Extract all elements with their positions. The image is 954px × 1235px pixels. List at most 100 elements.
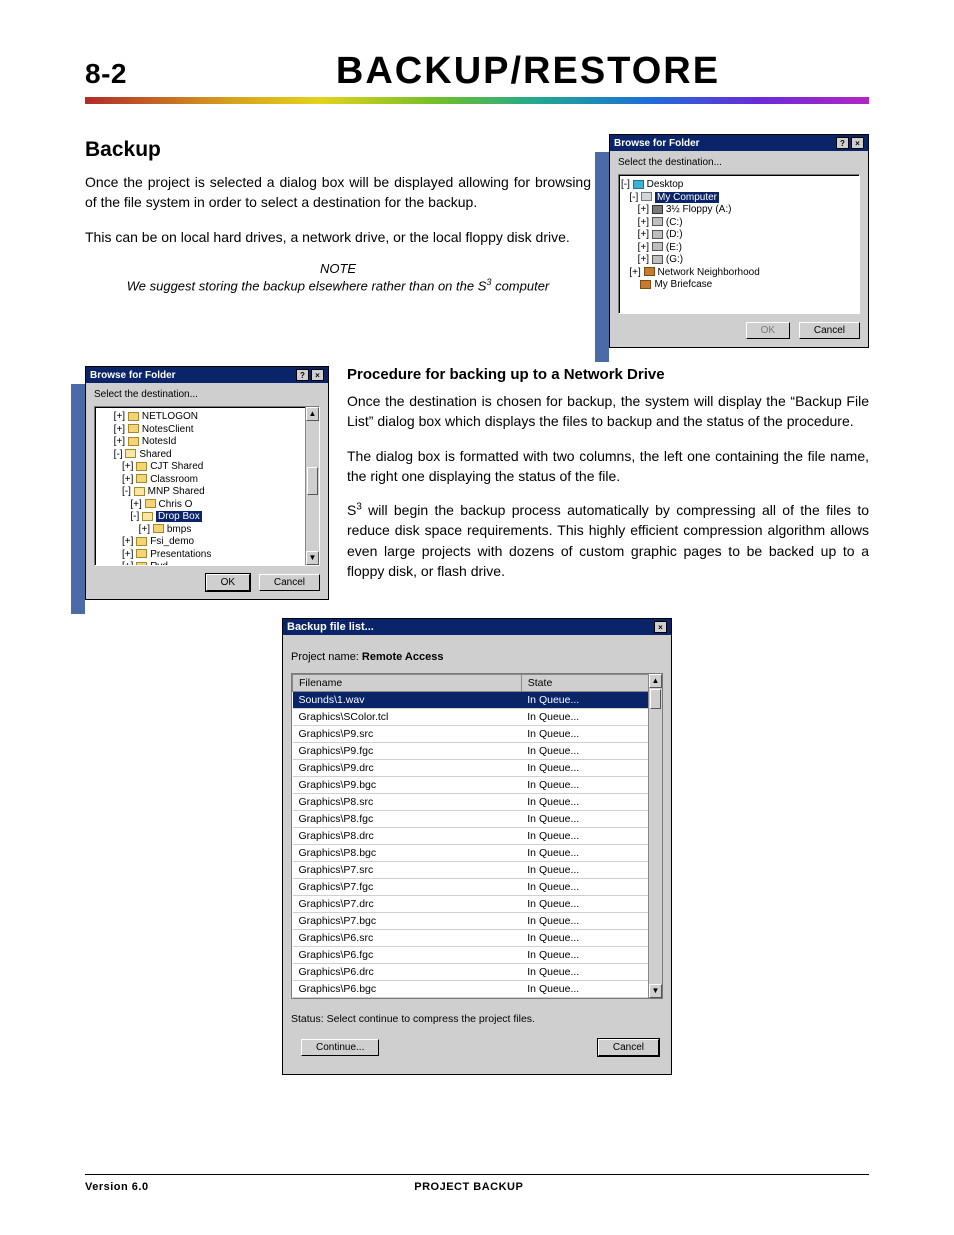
table-row[interactable]: Graphics\P6.srcIn Queue... (293, 930, 662, 947)
table-row[interactable]: Sounds\1.wavIn Queue... (293, 692, 662, 709)
decorative-blue-strip (71, 384, 85, 614)
table-row[interactable]: Graphics\P6.fgcIn Queue... (293, 947, 662, 964)
tree-item[interactable]: [+] NETLOGON (97, 411, 317, 424)
table-row[interactable]: Graphics\P9.drcIn Queue... (293, 760, 662, 777)
tree-item[interactable]: [-] Shared (97, 449, 317, 462)
drive-icon (652, 230, 663, 239)
cell-state: In Queue... (521, 811, 661, 828)
table-row[interactable]: Graphics\P6.drcIn Queue... (293, 964, 662, 981)
close-icon[interactable]: × (311, 369, 324, 381)
close-icon[interactable]: × (654, 621, 667, 633)
ok-button[interactable]: OK (206, 574, 250, 591)
cell-filename: Graphics\P8.bgc (293, 845, 522, 862)
folder-o-icon (125, 449, 136, 458)
tree-item[interactable]: [-] My Computer (621, 192, 857, 205)
dialog1-subtitle: Select the destination... (618, 157, 860, 168)
cancel-button[interactable]: Cancel (259, 574, 320, 591)
table-row[interactable]: Graphics\P8.drcIn Queue... (293, 828, 662, 845)
help-icon[interactable]: ? (836, 137, 849, 149)
dialog2-tree[interactable]: [+] NETLOGON [+] NotesClient [+] NotesId… (94, 406, 320, 566)
table-row[interactable]: Graphics\P8.srcIn Queue... (293, 794, 662, 811)
scrollbar[interactable]: ▲ ▼ (305, 407, 319, 565)
tree-item[interactable]: My Briefcase (621, 279, 857, 292)
cell-state: In Queue... (521, 743, 661, 760)
tree-item[interactable]: [+] Network Neighborhood (621, 267, 857, 280)
folder-c-icon (128, 424, 139, 433)
scrollbar[interactable]: ▲ ▼ (648, 674, 662, 998)
scroll-up-icon[interactable]: ▲ (306, 407, 319, 421)
table-row[interactable]: Graphics\P9.srcIn Queue... (293, 726, 662, 743)
cell-filename: Graphics\P6.drc (293, 964, 522, 981)
table-row[interactable]: Graphics\P9.fgcIn Queue... (293, 743, 662, 760)
continue-button[interactable]: Continue... (301, 1039, 379, 1056)
scroll-down-icon[interactable]: ▼ (306, 551, 319, 565)
cell-filename: Graphics\P8.src (293, 794, 522, 811)
folder-o-icon (142, 512, 153, 521)
footer-title: PROJECT BACKUP (149, 1181, 789, 1193)
tree-item[interactable]: [+] Chris O (97, 499, 317, 512)
cancel-button[interactable]: Cancel (598, 1039, 659, 1056)
tree-item[interactable]: [+] (C:) (621, 217, 857, 230)
dialog2-titlebar[interactable]: Browse for Folder ? × (86, 367, 328, 383)
close-icon[interactable]: × (851, 137, 864, 149)
page-number: 8-2 (85, 58, 127, 90)
scroll-thumb[interactable] (650, 689, 661, 709)
tree-item[interactable]: [-] MNP Shared (97, 486, 317, 499)
table-row[interactable]: Graphics\P7.srcIn Queue... (293, 862, 662, 879)
bfl-status: Status: Select continue to compress the … (291, 1013, 663, 1025)
ok-button[interactable]: OK (746, 322, 790, 339)
procedure-p2: The dialog box is formatted with two col… (347, 446, 869, 487)
dialog2-subtitle: Select the destination... (94, 389, 320, 400)
tree-item[interactable]: [+] (G:) (621, 254, 857, 267)
procedure-p1: Once the destination is chosen for backu… (347, 391, 869, 432)
scroll-down-icon[interactable]: ▼ (649, 984, 662, 998)
table-row[interactable]: Graphics\P8.bgcIn Queue... (293, 845, 662, 862)
tree-item[interactable]: [+] (D:) (621, 229, 857, 242)
cell-state: In Queue... (521, 930, 661, 947)
table-row[interactable]: Graphics\P6.bgcIn Queue... (293, 981, 662, 998)
bfl-project-line: Project name: Remote Access (291, 651, 663, 663)
cell-state: In Queue... (521, 777, 661, 794)
tree-item[interactable]: [+] Rvd (97, 561, 317, 566)
dialog1-titlebar[interactable]: Browse for Folder ? × (610, 135, 868, 151)
cell-filename: Graphics\P7.fgc (293, 879, 522, 896)
bfl-titlebar[interactable]: Backup file list... × (283, 619, 671, 635)
table-row[interactable]: Graphics\P9.bgcIn Queue... (293, 777, 662, 794)
tree-item[interactable]: [+] NotesId (97, 436, 317, 449)
col-state[interactable]: State (521, 675, 661, 692)
procedure-p3: S3 will begin the backup process automat… (347, 500, 869, 581)
cell-state: In Queue... (521, 760, 661, 777)
table-row[interactable]: Graphics\P8.fgcIn Queue... (293, 811, 662, 828)
table-row[interactable]: Graphics\SColor.tclIn Queue... (293, 709, 662, 726)
help-icon[interactable]: ? (296, 369, 309, 381)
floppy-icon (652, 205, 663, 214)
drive-icon (652, 255, 663, 264)
tree-item[interactable]: [+] NotesClient (97, 424, 317, 437)
browse-dialog-1: Browse for Folder ? × Select the destina… (609, 134, 869, 348)
tree-item[interactable]: [+] 3½ Floppy (A:) (621, 204, 857, 217)
tree-item[interactable]: [+] Presentations (97, 549, 317, 562)
table-row[interactable]: Graphics\P7.drcIn Queue... (293, 896, 662, 913)
dialog1-tree[interactable]: [-] Desktop [-] My Computer [+] 3½ Flopp… (618, 174, 860, 314)
tree-item[interactable]: [-] Drop Box (97, 511, 317, 524)
table-row[interactable]: Graphics\P7.bgcIn Queue... (293, 913, 662, 930)
tree-item[interactable]: [-] Desktop (621, 179, 857, 192)
table-row[interactable]: Graphics\P7.fgcIn Queue... (293, 879, 662, 896)
cell-state: In Queue... (521, 947, 661, 964)
drive-icon (652, 217, 663, 226)
tree-item[interactable]: [+] (E:) (621, 242, 857, 255)
bfl-title: Backup file list... (287, 621, 374, 633)
scroll-thumb[interactable] (307, 467, 318, 495)
tree-item[interactable]: [+] bmps (97, 524, 317, 537)
dialog2-title: Browse for Folder (90, 370, 176, 381)
backup-p2: This can be on local hard drives, a netw… (85, 227, 591, 247)
tree-item[interactable]: [+] Classroom (97, 474, 317, 487)
tree-item[interactable]: [+] Fsi_demo (97, 536, 317, 549)
backup-p1: Once the project is selected a dialog bo… (85, 172, 591, 213)
col-filename[interactable]: Filename (293, 675, 522, 692)
cancel-button[interactable]: Cancel (799, 322, 860, 339)
scroll-up-icon[interactable]: ▲ (649, 674, 662, 688)
tree-item[interactable]: [+] CJT Shared (97, 461, 317, 474)
folder-c-icon (136, 462, 147, 471)
note-text: We suggest storing the backup elsewhere … (85, 276, 591, 296)
